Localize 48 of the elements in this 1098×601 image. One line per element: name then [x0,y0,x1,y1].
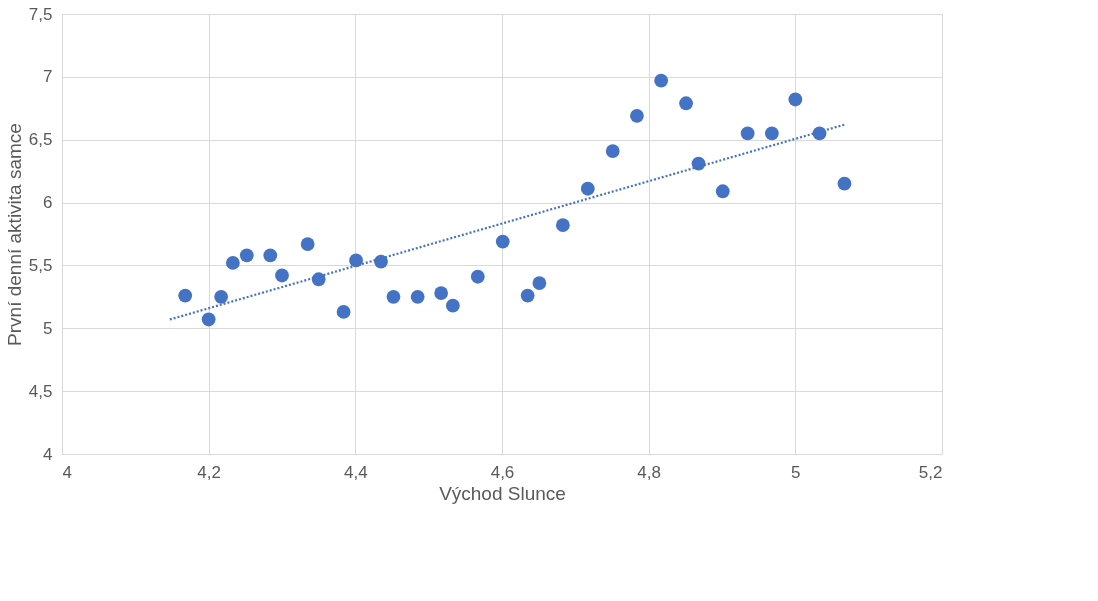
x-tick-label: 4,8 [637,462,661,482]
point [788,92,803,107]
point [374,254,388,269]
point [630,108,644,123]
x-tick-label: 4 [62,462,72,482]
point [225,256,240,270]
point [679,96,693,111]
point [495,234,510,249]
x-tick-label: 5,2 [918,462,943,482]
y-tick-label: 6 [43,193,53,213]
point [300,237,315,251]
y-tick-label: 5,5 [28,255,53,275]
y-tick-label: 5 [43,318,53,338]
point [201,312,216,327]
point [654,73,669,88]
point [445,298,460,313]
point [555,218,570,233]
y-tick-label: 6,5 [28,130,53,150]
point [178,288,193,303]
x-axis-title: Východ Slunce [439,482,566,504]
point [336,305,351,319]
y-tick-label: 4,5 [28,381,53,401]
y-tick-label: 7,5 [28,4,53,24]
point [691,156,706,171]
point [580,181,595,196]
point [837,176,852,191]
point [349,253,363,268]
point [275,268,289,283]
x-tick-label: 4,6 [490,462,515,482]
point [764,126,779,141]
point [410,289,425,304]
point [740,126,755,141]
point [470,269,485,284]
point [532,276,547,290]
point [520,288,535,303]
point [214,289,229,304]
point [605,144,620,158]
x-tick-label: 4,4 [344,462,368,482]
x-tick-label: 5 [791,462,801,482]
y-axis-title: První denní aktivita samce [3,123,25,346]
y-tick-label: 7 [43,67,53,87]
point [434,286,449,300]
x-tick-label: 4,2 [197,462,221,482]
point [386,289,401,304]
point [263,248,278,263]
y-tick-label: 4 [43,444,53,464]
point [239,248,254,263]
point [715,184,730,199]
